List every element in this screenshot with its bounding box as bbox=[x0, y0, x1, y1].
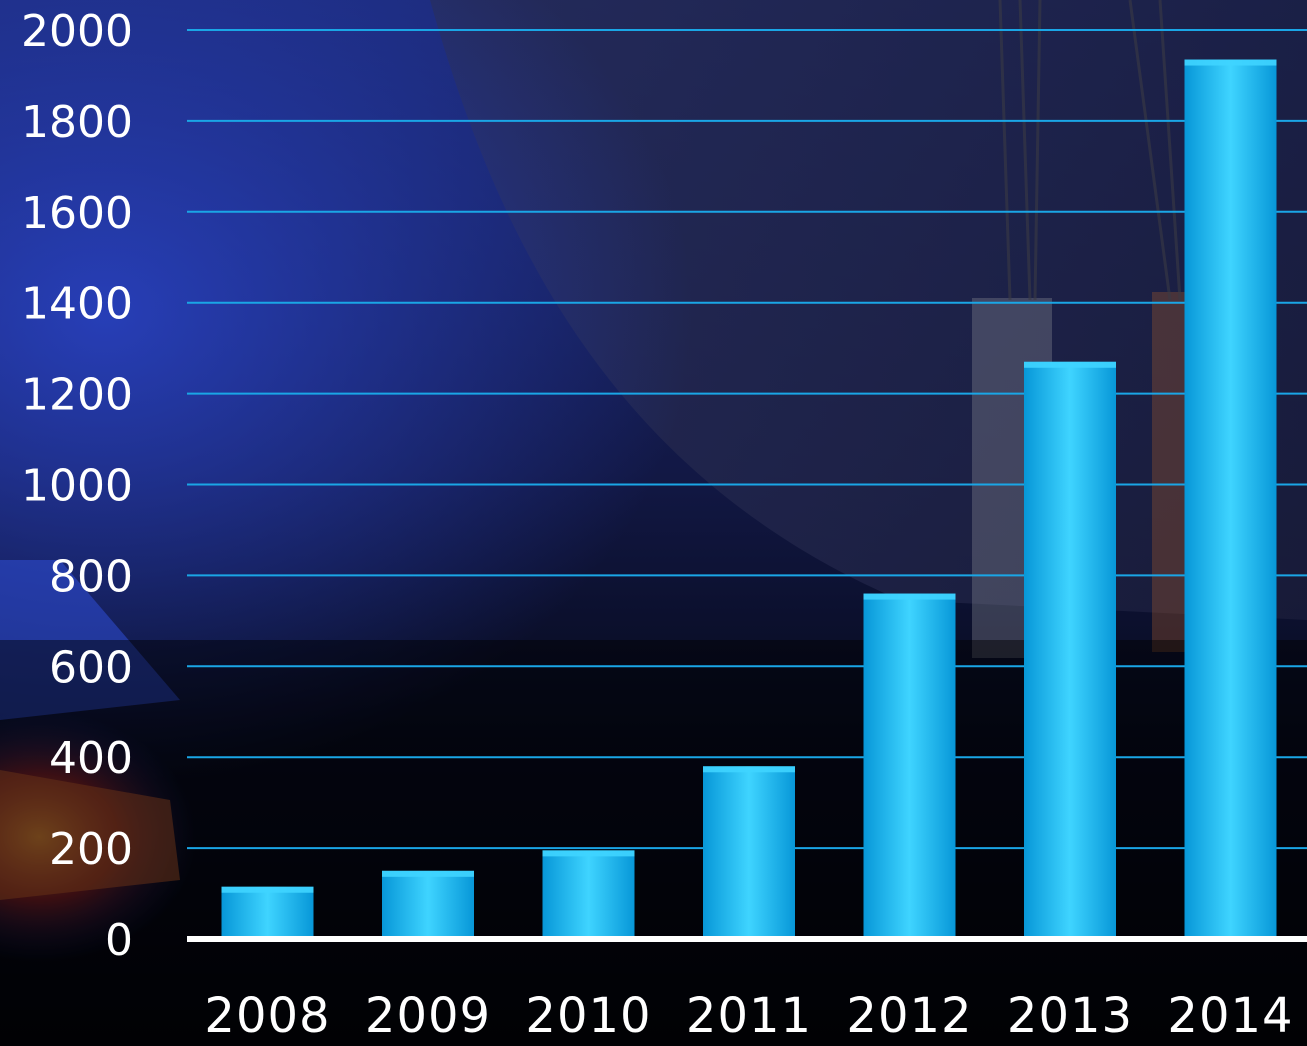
bar-top-highlight bbox=[1024, 361, 1116, 368]
bar-2012 bbox=[863, 593, 956, 939]
bars bbox=[221, 59, 1277, 940]
x-axis-tick-labels: 2008 2009 2010 2011 2012 2013 2014 bbox=[204, 988, 1293, 1044]
x-tick-label: 2009 bbox=[365, 988, 491, 1044]
y-tick-label: 200 bbox=[49, 824, 133, 875]
y-tick-label: 1800 bbox=[21, 97, 133, 148]
y-tick-label: 800 bbox=[49, 551, 133, 602]
bar-2010 bbox=[542, 850, 635, 939]
y-tick-label: 2000 bbox=[21, 6, 133, 57]
y-tick-label: 600 bbox=[49, 642, 133, 693]
x-tick-label: 2013 bbox=[1007, 988, 1133, 1044]
bar-top-highlight bbox=[221, 886, 314, 893]
bar-top-highlight bbox=[1184, 59, 1277, 66]
bar-top-highlight bbox=[863, 593, 956, 600]
y-tick-label: 400 bbox=[49, 733, 133, 784]
bar-2009 bbox=[382, 870, 474, 939]
x-tick-label: 2008 bbox=[204, 988, 330, 1044]
bar-2014 bbox=[1184, 59, 1277, 940]
x-tick-label: 2014 bbox=[1167, 988, 1293, 1044]
y-tick-label: 1600 bbox=[21, 188, 133, 239]
gridlines bbox=[187, 29, 1307, 850]
bar-2011 bbox=[703, 766, 795, 939]
bar-2008 bbox=[221, 886, 314, 939]
x-tick-label: 2010 bbox=[525, 988, 651, 1044]
y-tick-label: 1200 bbox=[21, 370, 133, 421]
x-tick-label: 2012 bbox=[846, 988, 972, 1044]
y-axis-tick-labels: 0 200 400 600 800 1000 1200 1400 1600 1800 2000 bbox=[21, 6, 133, 966]
y-tick-label: 1000 bbox=[21, 461, 133, 512]
x-tick-label: 2011 bbox=[686, 988, 812, 1044]
bar-top-highlight bbox=[542, 850, 635, 857]
y-tick-label: 0 bbox=[105, 915, 133, 966]
bar-top-highlight bbox=[703, 766, 795, 773]
y-tick-label: 1400 bbox=[21, 279, 133, 330]
bar-2013 bbox=[1024, 361, 1116, 939]
bar-top-highlight bbox=[382, 870, 474, 877]
